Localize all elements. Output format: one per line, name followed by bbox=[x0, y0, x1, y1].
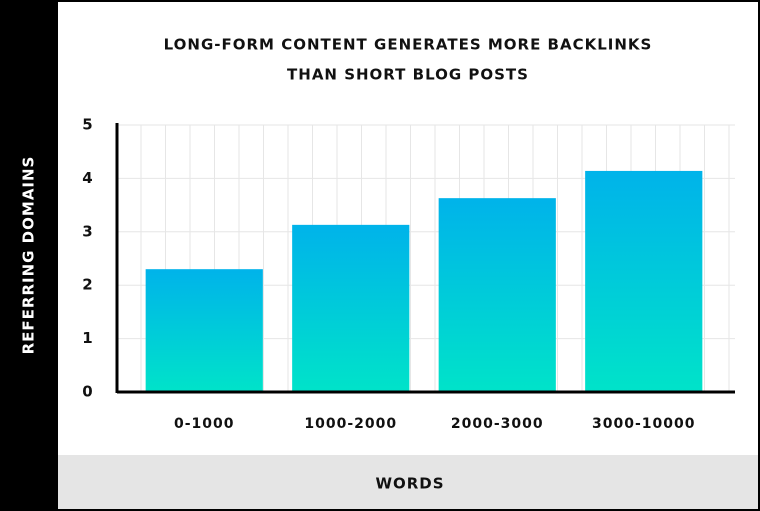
x-axis-label: WORDS bbox=[375, 475, 444, 493]
y-tick-label: 5 bbox=[82, 116, 93, 134]
y-tick-label: 0 bbox=[82, 383, 93, 401]
y-tick-label: 4 bbox=[82, 169, 93, 187]
bar bbox=[438, 198, 556, 392]
x-label-band bbox=[58, 455, 758, 509]
chart-title: LONG-FORM CONTENT GENERATES MORE BACKLIN… bbox=[164, 36, 653, 54]
bar bbox=[145, 269, 263, 392]
x-tick-label: 1000-2000 bbox=[304, 416, 397, 432]
y-tick-label: 1 bbox=[82, 329, 93, 347]
x-tick-label: 3000-10000 bbox=[592, 416, 695, 432]
y-tick-label: 2 bbox=[82, 276, 93, 294]
y-axis-label: REFERRING DOMAINS bbox=[20, 156, 38, 355]
x-tick-label: 0-1000 bbox=[174, 416, 235, 432]
bar bbox=[585, 170, 703, 392]
vertical-grid bbox=[140, 125, 730, 392]
chart-subtitle: THAN SHORT BLOG POSTS bbox=[287, 66, 529, 84]
y-tick-label: 3 bbox=[82, 222, 93, 240]
y-label-band bbox=[0, 0, 58, 511]
x-tick-label: 2000-3000 bbox=[451, 416, 544, 432]
bar bbox=[292, 224, 410, 392]
